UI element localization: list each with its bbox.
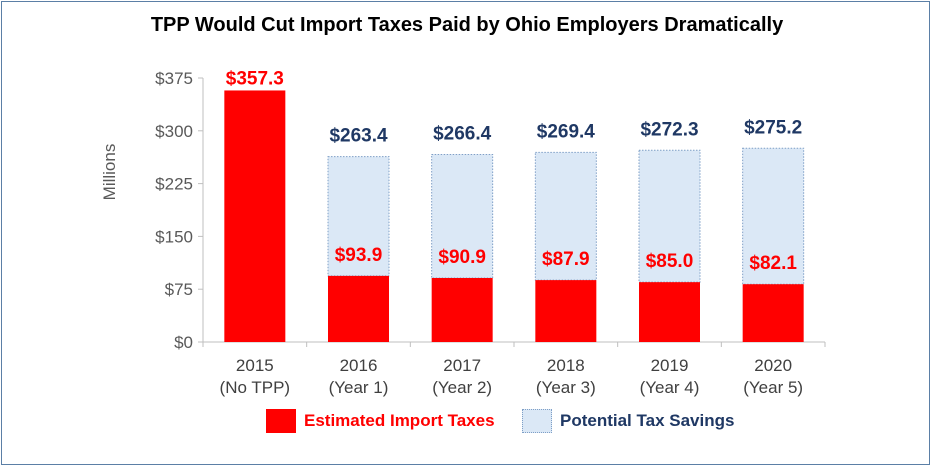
x-tick-label-sub: (No TPP) [220,378,291,397]
y-tick-label: $375 [155,69,193,88]
data-label-total: $272.3 [640,119,698,140]
x-tick-label-year: 2020 [754,356,792,375]
legend-label-tax-savings: Potential Tax Savings [560,411,735,430]
legend: Estimated Import Taxes Potential Tax Sav… [0,409,934,435]
legend-swatch-tax-savings [522,409,552,433]
data-label-total: $263.4 [329,126,388,147]
bar-import-taxes [224,90,286,342]
bar-tax-savings [327,156,390,277]
data-label-import-taxes: $85.0 [646,251,694,272]
bar-import-taxes [328,275,389,342]
bar-import-taxes [639,282,700,342]
data-label-total: $269.4 [537,121,596,142]
legend-swatch-import-taxes [266,409,296,433]
data-label-import-taxes: $357.3 [226,68,284,89]
legend-label-import-taxes: Estimated Import Taxes [304,411,495,430]
x-tick-label-sub: (Year 3) [536,378,596,397]
x-tick-label-year: 2018 [547,356,585,375]
x-tick-label-year: 2015 [236,356,274,375]
legend-item-tax-savings: Potential Tax Savings [522,409,734,433]
bar-tax-savings [431,153,494,279]
bar-import-taxes [431,278,493,342]
bar-import-taxes [742,284,804,342]
data-label-import-taxes: $90.9 [438,247,486,268]
data-label-import-taxes: $82.1 [749,253,797,274]
y-axis-title: Millions [100,144,119,201]
legend-item-import-taxes: Estimated Import Taxes [266,409,495,433]
data-label-import-taxes: $87.9 [542,249,590,270]
data-label-total: $266.4 [433,123,492,144]
data-label-total: $275.2 [744,117,802,138]
bar-import-taxes [535,280,597,342]
x-tick-label-year: 2019 [651,356,689,375]
y-tick-label: $75 [165,280,193,299]
y-tick-label: $0 [174,333,193,352]
bar-tax-savings [742,147,805,285]
x-tick-label-sub: (Year 2) [432,378,492,397]
x-tick-label-sub: (Year 1) [329,378,389,397]
x-tick-label-sub: (Year 5) [743,378,803,397]
y-tick-label: $300 [155,122,193,141]
data-label-import-taxes: $93.9 [335,245,383,266]
y-tick-label: $150 [155,227,193,246]
x-tick-label-year: 2016 [340,356,378,375]
x-tick-label-year: 2017 [443,356,481,375]
x-tick-label-sub: (Year 4) [640,378,700,397]
chart-title: TPP Would Cut Import Taxes Paid by Ohio … [150,14,784,36]
y-tick-label: $225 [155,175,193,194]
